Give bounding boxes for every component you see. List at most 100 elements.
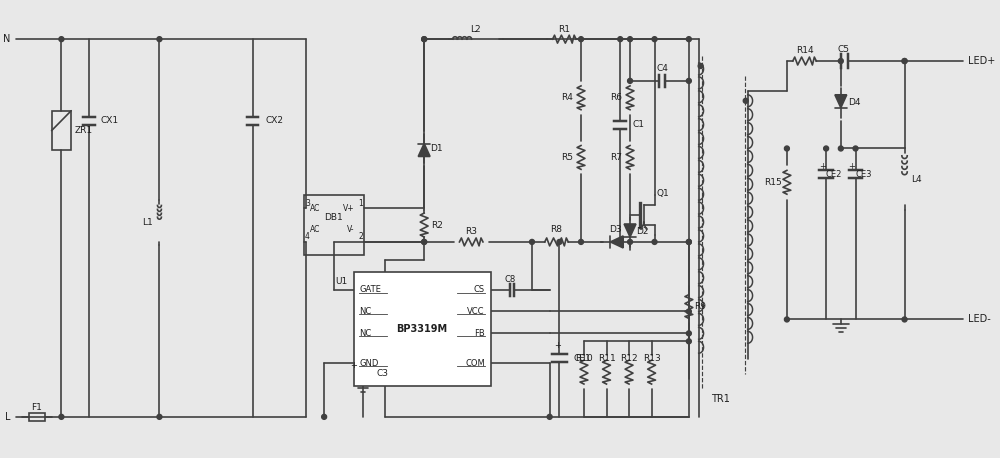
Text: D2: D2 <box>637 228 649 236</box>
Circle shape <box>902 317 907 322</box>
Text: U1: U1 <box>336 277 348 286</box>
Text: C4: C4 <box>656 65 668 73</box>
Text: R11: R11 <box>598 354 615 363</box>
Circle shape <box>686 331 691 336</box>
Text: R13: R13 <box>643 354 660 363</box>
Text: +: + <box>848 162 855 171</box>
Circle shape <box>686 240 691 245</box>
Text: GND: GND <box>359 359 379 368</box>
Text: C8: C8 <box>505 275 516 284</box>
Text: NC: NC <box>359 307 372 316</box>
Text: Q1: Q1 <box>656 189 669 198</box>
Circle shape <box>579 240 583 245</box>
Circle shape <box>838 146 843 151</box>
Text: 2: 2 <box>358 233 363 241</box>
Polygon shape <box>418 143 430 157</box>
Text: +: + <box>554 341 561 350</box>
Circle shape <box>59 37 64 42</box>
Text: L4: L4 <box>911 175 922 184</box>
Text: CE1: CE1 <box>573 354 591 363</box>
Text: COM: COM <box>465 359 485 368</box>
Circle shape <box>652 37 657 42</box>
Text: VCC: VCC <box>467 307 485 316</box>
Circle shape <box>686 339 691 344</box>
Circle shape <box>322 414 327 420</box>
Circle shape <box>618 37 623 42</box>
Circle shape <box>557 240 562 245</box>
Circle shape <box>686 309 691 314</box>
Text: R15: R15 <box>764 178 782 187</box>
Text: C1: C1 <box>633 120 645 129</box>
Text: R10: R10 <box>575 354 593 363</box>
Circle shape <box>784 317 789 322</box>
Text: R8: R8 <box>551 225 563 234</box>
Circle shape <box>422 37 427 42</box>
Circle shape <box>902 59 907 64</box>
Text: AC: AC <box>310 204 321 213</box>
Text: D1: D1 <box>431 144 443 153</box>
Circle shape <box>628 37 632 42</box>
Text: CX2: CX2 <box>265 116 283 125</box>
Circle shape <box>824 146 829 151</box>
Text: GATE: GATE <box>359 285 381 294</box>
Text: +: + <box>819 162 826 171</box>
Circle shape <box>422 240 427 245</box>
Text: DB1: DB1 <box>325 213 343 222</box>
Circle shape <box>652 240 657 245</box>
Text: R4: R4 <box>561 93 573 102</box>
Text: CS: CS <box>474 285 485 294</box>
Text: R5: R5 <box>561 153 573 162</box>
Text: V-: V- <box>347 225 355 234</box>
Text: NC: NC <box>359 329 372 338</box>
Circle shape <box>59 414 64 420</box>
Text: CE3: CE3 <box>855 170 872 179</box>
Text: FB: FB <box>474 329 485 338</box>
Polygon shape <box>610 236 623 248</box>
Bar <box>304 195 364 255</box>
Text: 1: 1 <box>358 199 363 207</box>
Circle shape <box>579 37 583 42</box>
Text: LED+: LED+ <box>968 56 996 66</box>
Bar <box>52 111 71 151</box>
Text: +: + <box>350 360 357 370</box>
Text: R14: R14 <box>796 46 813 55</box>
Circle shape <box>618 240 623 245</box>
Circle shape <box>686 78 691 83</box>
Text: C5: C5 <box>838 44 850 54</box>
Text: R12: R12 <box>620 354 638 363</box>
Text: R1: R1 <box>558 25 570 34</box>
Bar <box>29 413 45 421</box>
Circle shape <box>547 414 552 420</box>
Polygon shape <box>835 95 847 108</box>
Text: R3: R3 <box>465 228 477 236</box>
Circle shape <box>838 59 843 64</box>
Text: D4: D4 <box>848 98 861 107</box>
Text: C3: C3 <box>376 369 388 377</box>
Text: LED-: LED- <box>968 315 991 324</box>
Circle shape <box>628 240 632 245</box>
Circle shape <box>743 98 748 103</box>
Bar <box>354 272 491 386</box>
Text: R7: R7 <box>610 153 622 162</box>
Text: CX1: CX1 <box>101 116 119 125</box>
Text: D3: D3 <box>609 225 622 234</box>
Circle shape <box>628 78 632 83</box>
Text: 3: 3 <box>305 199 310 207</box>
Circle shape <box>698 64 703 69</box>
Text: CE2: CE2 <box>826 170 842 179</box>
Circle shape <box>157 37 162 42</box>
Circle shape <box>902 59 907 64</box>
Text: R9: R9 <box>695 302 707 311</box>
Circle shape <box>686 240 691 245</box>
Circle shape <box>422 240 427 245</box>
Circle shape <box>686 37 691 42</box>
Text: AC: AC <box>310 225 321 234</box>
Text: L2: L2 <box>470 25 481 34</box>
Text: L1: L1 <box>142 218 153 227</box>
Text: 4: 4 <box>305 233 310 241</box>
Text: L: L <box>5 412 10 422</box>
Text: TR1: TR1 <box>711 394 730 404</box>
Text: F1: F1 <box>31 403 42 412</box>
Circle shape <box>530 240 534 245</box>
Circle shape <box>853 146 858 151</box>
